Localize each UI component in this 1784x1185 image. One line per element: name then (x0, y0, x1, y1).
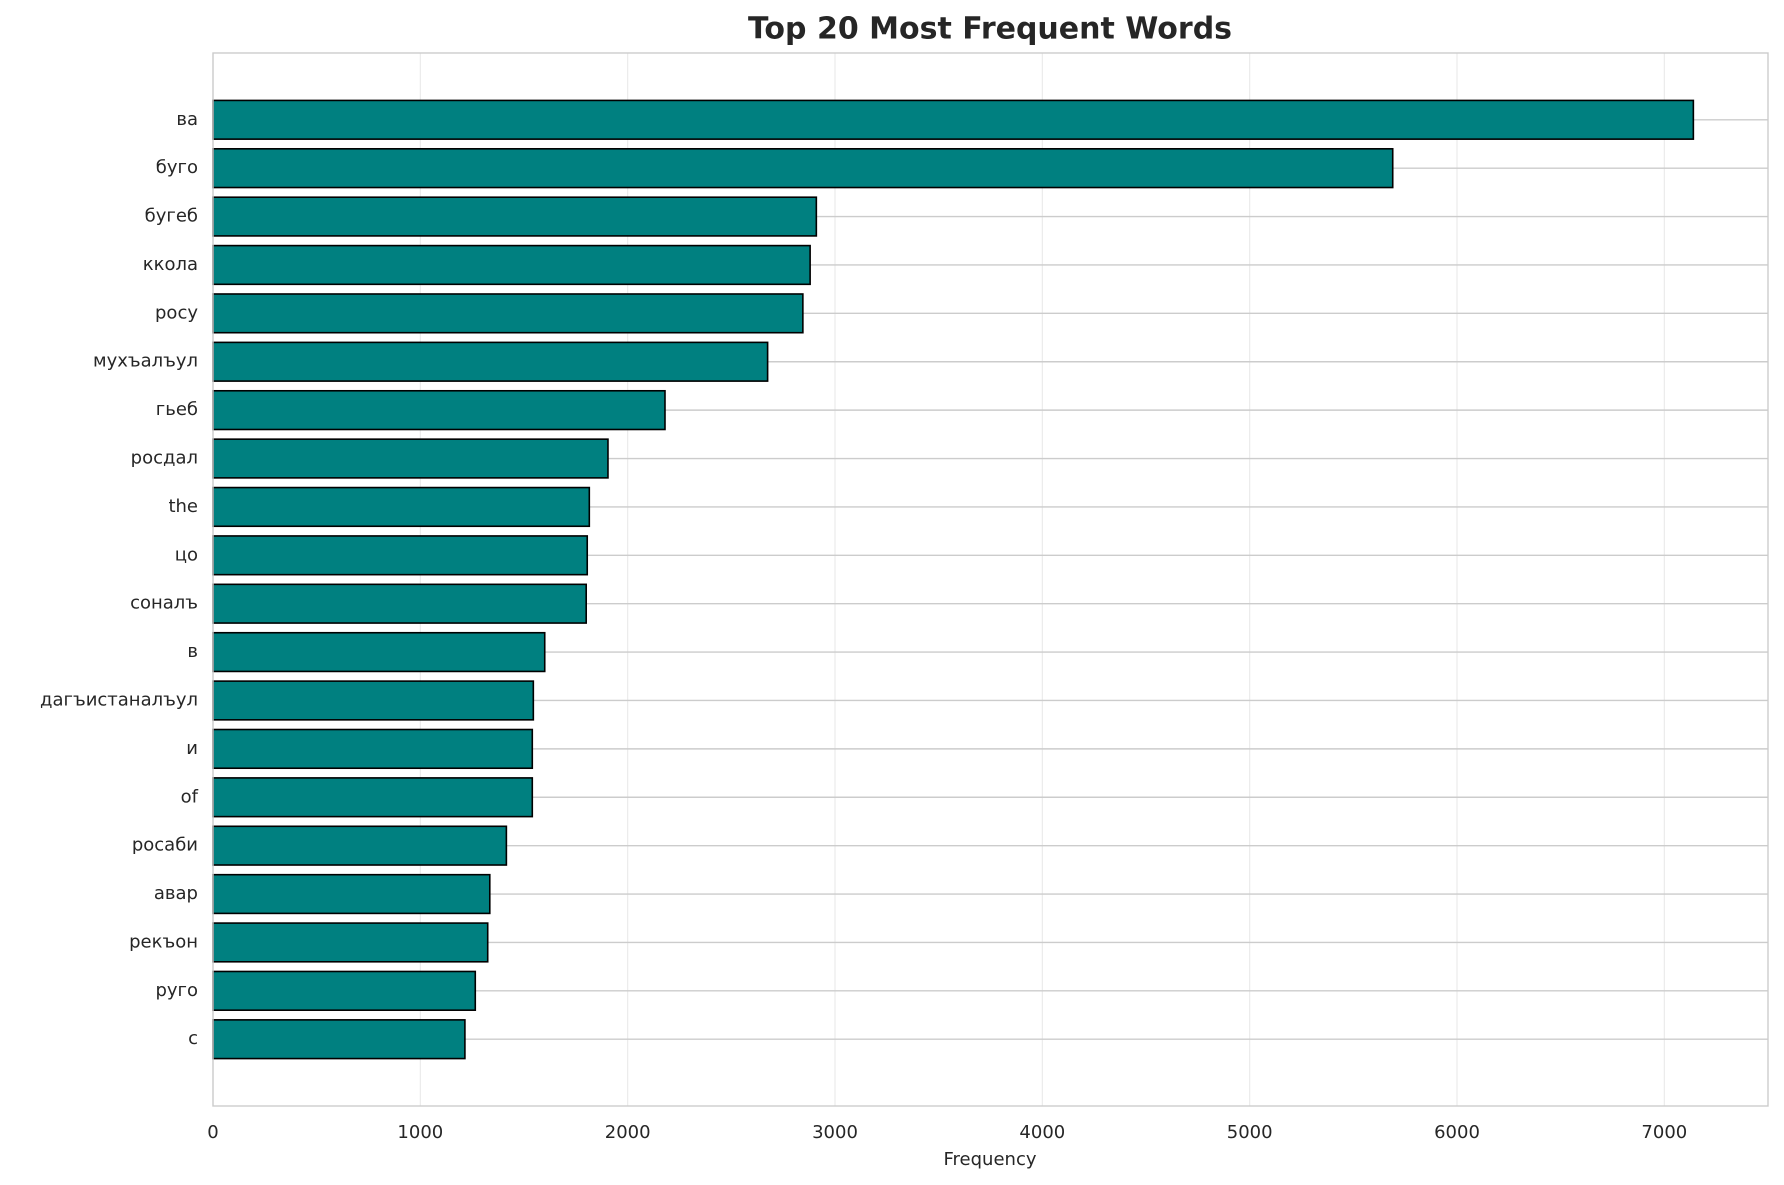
x-tick-label: 1000 (397, 1122, 443, 1143)
bar (212, 486, 591, 528)
y-tick-label: руго (155, 980, 198, 1001)
bar (212, 341, 769, 382)
y-tick-label: the (168, 496, 198, 517)
y-tick-label: росу (155, 302, 198, 323)
bar (212, 631, 546, 673)
bar (212, 873, 491, 915)
y-tick-label: мухъалъул (93, 351, 198, 372)
bar (212, 196, 818, 237)
axes-frame (212, 52, 1769, 1107)
x-tick-label: 6000 (1434, 1122, 1480, 1143)
x-tick-label: 0 (207, 1122, 218, 1143)
y-tick-label: ва (176, 109, 198, 130)
x-axis-label: Frequency (944, 1149, 1037, 1170)
bar (212, 244, 811, 286)
bar (212, 970, 477, 1011)
y-tick-label: соналъ (130, 593, 198, 614)
y-tick-label: ккола (143, 254, 198, 275)
bar (212, 293, 804, 334)
chart-title: Top 20 Most Frequent Words (748, 12, 1232, 47)
y-tick-label: и (186, 738, 198, 759)
x-tick-label: 2000 (605, 1122, 651, 1143)
bar (212, 99, 1695, 140)
bar (212, 728, 534, 770)
bar (212, 583, 588, 624)
bar (212, 922, 489, 963)
y-tick-label: цо (175, 544, 198, 565)
y-tick-label: рекъон (129, 931, 198, 952)
x-tick-label: 3000 (812, 1122, 858, 1143)
bar (212, 389, 666, 431)
y-tick-label: гьеб (156, 399, 198, 420)
bar (212, 438, 609, 479)
y-tick-label: росдал (131, 448, 198, 469)
y-tick-label: буго (156, 157, 198, 178)
x-tick-label: 7000 (1641, 1122, 1687, 1143)
bar (212, 1019, 466, 1060)
bar (212, 148, 1394, 189)
y-tick-label: в (187, 641, 198, 662)
y-tick-label: с (188, 1028, 198, 1049)
y-tick-label: авар (154, 883, 198, 904)
y-tick-label: росаби (132, 835, 198, 856)
bar (212, 535, 589, 576)
bar (212, 825, 508, 866)
x-tick-label: 4000 (1019, 1122, 1065, 1143)
bar (212, 680, 535, 721)
y-tick-label: of (181, 786, 199, 807)
x-tick-label: 5000 (1227, 1122, 1273, 1143)
y-tick-label: дагъистаналъул (40, 689, 198, 710)
bar (212, 777, 534, 818)
y-tick-label: бугеб (145, 206, 198, 227)
